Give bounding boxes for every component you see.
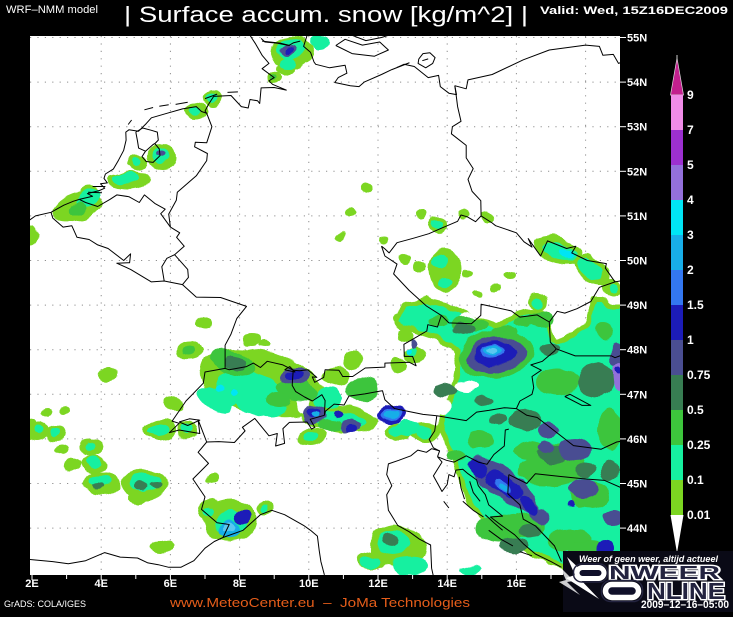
svg-text:1: 1 bbox=[687, 333, 694, 347]
svg-text:12E: 12E bbox=[368, 578, 388, 590]
svg-text:NWEER: NWEER bbox=[609, 563, 720, 583]
svg-text:Valid: Wed, 15Z16DEC2009: Valid: Wed, 15Z16DEC2009 bbox=[540, 5, 728, 17]
svg-text:3: 3 bbox=[687, 228, 694, 242]
svg-text:2009–12–16–05:00: 2009–12–16–05:00 bbox=[641, 599, 729, 611]
svg-text:16E: 16E bbox=[507, 578, 527, 590]
svg-text:1.5: 1.5 bbox=[687, 298, 704, 312]
svg-text:0.1: 0.1 bbox=[687, 473, 704, 487]
svg-text:44N: 44N bbox=[627, 523, 647, 535]
svg-text:2E: 2E bbox=[25, 578, 38, 590]
svg-text:GrADS: COLA/IGES: GrADS: COLA/IGES bbox=[4, 599, 86, 610]
svg-text:4: 4 bbox=[687, 193, 694, 207]
svg-text:50N: 50N bbox=[627, 256, 647, 268]
svg-text:0.75: 0.75 bbox=[687, 368, 711, 382]
svg-text:NWEER: NWEER bbox=[609, 563, 720, 583]
svg-text:2: 2 bbox=[687, 263, 694, 277]
svg-text:53N: 53N bbox=[627, 122, 647, 134]
svg-text:Weer of geen weer, altijd actu: Weer of geen weer, altijd actueel bbox=[579, 554, 718, 564]
svg-text:0.01: 0.01 bbox=[687, 508, 711, 522]
svg-text:NLINE: NLINE bbox=[647, 578, 725, 604]
svg-text:WRF–NMM model: WRF–NMM model bbox=[6, 4, 98, 16]
svg-text:51N: 51N bbox=[627, 211, 647, 223]
svg-text:5: 5 bbox=[687, 158, 694, 172]
svg-text:4E: 4E bbox=[94, 578, 107, 590]
svg-text:8E: 8E bbox=[233, 578, 246, 590]
svg-text:9: 9 bbox=[687, 88, 694, 102]
svg-text:45N: 45N bbox=[627, 479, 647, 491]
svg-text:14E: 14E bbox=[437, 578, 457, 590]
svg-text:47N: 47N bbox=[627, 389, 647, 401]
svg-text:10E: 10E bbox=[299, 578, 319, 590]
svg-text:52N: 52N bbox=[627, 166, 647, 178]
svg-text:55N: 55N bbox=[627, 33, 647, 45]
svg-text:6E: 6E bbox=[164, 578, 177, 590]
svg-text:49N: 49N bbox=[627, 300, 647, 312]
svg-text:46N: 46N bbox=[627, 434, 647, 446]
svg-text:www.MeteoCenter.eu – JoMa Te: www.MeteoCenter.eu – JoMa Technologies bbox=[169, 596, 470, 610]
svg-text:0.25: 0.25 bbox=[687, 438, 711, 452]
svg-text:NLINE: NLINE bbox=[647, 578, 725, 604]
svg-text:7: 7 bbox=[687, 123, 694, 137]
svg-text:54N: 54N bbox=[627, 77, 647, 89]
svg-text:48N: 48N bbox=[627, 345, 647, 357]
svg-text:0.5: 0.5 bbox=[687, 403, 704, 417]
svg-text:| Surface accum. snow [kg/m^2]: | Surface accum. snow [kg/m^2] | bbox=[124, 2, 528, 27]
